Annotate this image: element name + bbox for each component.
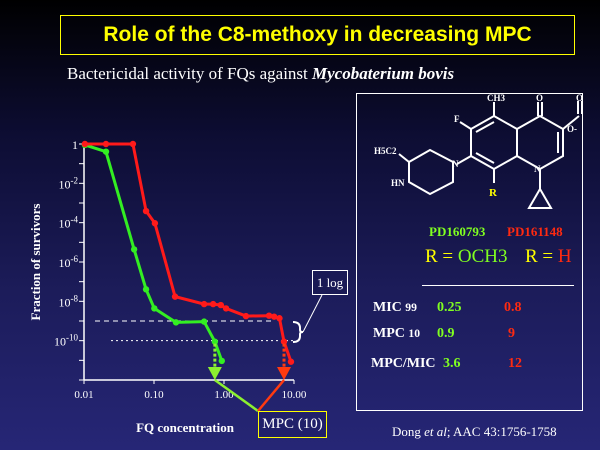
ethyl-label: H5C2: [374, 146, 397, 156]
x-tick-label: 1.00: [214, 389, 234, 401]
ch3-label: CH3: [487, 94, 506, 103]
y-tick-label: 10-2: [59, 175, 79, 191]
data-point: [242, 312, 250, 320]
y-tick-label: 10-10: [54, 333, 78, 349]
ketone-o-label: O: [536, 94, 543, 103]
ratio-green: 3.6: [443, 356, 461, 371]
y-axis-label: Fraction of survivors: [28, 204, 43, 321]
slide-title: Role of the C8-methoxy in decreasing MPC: [103, 23, 532, 46]
data-point: [217, 301, 224, 309]
data-point: [270, 313, 278, 320]
carboxyl-o-label: O: [576, 94, 583, 103]
data-point: [200, 300, 208, 308]
piperazine-n-label: N: [452, 159, 459, 169]
data-point: [211, 338, 219, 345]
mpc-connector: [257, 379, 285, 412]
ratio-red: 12: [508, 356, 522, 371]
one-log-label: 1 log: [312, 270, 348, 295]
title-box: Role of the C8-methoxy in decreasing MPC: [60, 15, 575, 55]
data-point: [81, 140, 89, 148]
data-point: [171, 293, 179, 300]
one-log-connector: [302, 294, 323, 333]
data-point: [222, 305, 230, 312]
data-point: [280, 338, 288, 345]
carboxylate-label: O-: [567, 124, 577, 134]
data-point: [142, 286, 150, 293]
data-point: [102, 140, 110, 148]
x-tick-label: 0.10: [144, 389, 164, 401]
molecular-structure: CH3 O O C O- F H5C2 HN N N R: [374, 94, 583, 209]
data-point: [151, 220, 159, 227]
mpc-connector: [214, 378, 259, 413]
data-point: [287, 358, 295, 365]
data-point: [218, 357, 225, 365]
green-r-group: R = OCH3: [425, 246, 508, 267]
y-tick-label: 10-4: [59, 215, 79, 231]
data-point: [265, 312, 273, 319]
series-PD160793: [81, 141, 259, 413]
table-row: MIC 99: [373, 300, 417, 315]
axes: 1 10-2 10-4 10-6 10-8 10-10 0.01 0.10 1.00 10.00: [54, 138, 307, 401]
citation: Dong et al; AAC 43:1756-1758: [392, 424, 557, 439]
table-row: MPC/MIC: [371, 356, 436, 371]
x-tick-label: 10.00: [282, 389, 307, 401]
mpc-green: 0.9: [437, 326, 455, 341]
x-tick-label: 0.01: [74, 389, 93, 401]
data-point: [102, 148, 110, 155]
green-compound-name: PD160793: [429, 224, 486, 239]
subtitle-text: Bactericidal activity of FQs against: [67, 64, 313, 83]
red-r-group: R = H: [525, 246, 572, 267]
y-tick-label: 10-8: [59, 293, 79, 309]
mic-red: 0.8: [504, 300, 522, 315]
data-point: [142, 207, 150, 215]
divider: [422, 285, 574, 286]
red-compound-name: PD161148: [507, 224, 563, 239]
series-line: [84, 143, 224, 362]
quinolone-n-label: N: [534, 164, 541, 174]
hn-label: HN: [391, 178, 405, 188]
table-row: MPC 10: [373, 326, 421, 341]
one-log-bracket: [292, 321, 304, 343]
data-point: [200, 318, 208, 325]
series: [81, 140, 295, 413]
mpc-label: MPC (10): [258, 411, 327, 438]
data-point: [172, 319, 180, 326]
reference-lines: [95, 320, 293, 342]
data-point: [209, 300, 217, 308]
mpc-arrow-head: [207, 367, 222, 380]
data-point: [129, 140, 137, 148]
series-line: [84, 142, 293, 363]
y-tick-label: 10-6: [59, 254, 79, 270]
series-PD161148: [81, 140, 295, 412]
mpc-red: 9: [508, 326, 515, 341]
subtitle: Bactericidal activity of FQs against Myc…: [67, 64, 454, 84]
data-point: [276, 315, 283, 322]
x-axis-label: FQ concentration: [136, 420, 235, 435]
mic-green: 0.25: [437, 300, 462, 315]
y-tick-label: 1: [72, 138, 78, 152]
organism-name: Mycobaterium bovis: [312, 64, 455, 83]
data-point: [151, 305, 158, 312]
compound-panel: CH3 O O C O- F H5C2 HN N N R PD160793 PD…: [356, 93, 583, 411]
fluorine-label: F: [454, 114, 460, 124]
r-group-label: R: [489, 187, 498, 199]
mpc-arrow-head: [277, 367, 292, 380]
data-point: [130, 246, 138, 253]
